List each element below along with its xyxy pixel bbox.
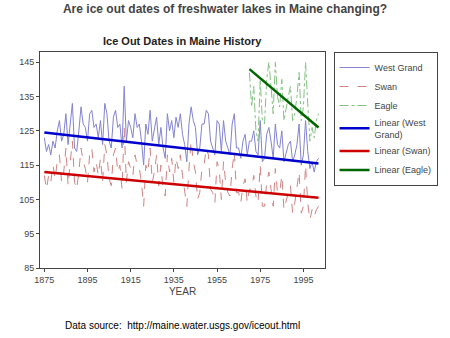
svg-text:145: 145 (19, 57, 34, 67)
svg-text:Are ice out dates of freshwate: Are ice out dates of freshwater lakes in… (63, 2, 387, 16)
svg-text:Linear (Swan): Linear (Swan) (375, 146, 431, 156)
svg-text:Linear (WestGrand): Linear (WestGrand) (375, 118, 426, 140)
svg-text:85: 85 (24, 263, 34, 273)
svg-text:YEAR: YEAR (169, 286, 196, 297)
svg-text:135: 135 (19, 92, 34, 102)
svg-text:1975: 1975 (250, 275, 270, 285)
svg-text:Linear (Eagle): Linear (Eagle) (375, 165, 432, 175)
svg-text:125: 125 (19, 126, 34, 136)
svg-text:Eagle: Eagle (375, 101, 398, 111)
svg-text:1915: 1915 (121, 275, 141, 285)
svg-text:1955: 1955 (207, 275, 227, 285)
svg-text:Data source: http://maine.wat: Data source: http://maine.water.usgs.gov… (65, 320, 300, 331)
svg-text:115: 115 (20, 160, 34, 170)
svg-text:1895: 1895 (77, 275, 97, 285)
svg-text:1875: 1875 (34, 275, 54, 285)
svg-text:Ice Out Dates in Maine History: Ice Out Dates in Maine History (103, 35, 262, 47)
svg-text:West Grand: West Grand (375, 63, 423, 73)
svg-text:95: 95 (24, 229, 34, 239)
svg-text:Swan: Swan (375, 82, 398, 92)
svg-text:1995: 1995 (293, 275, 313, 285)
svg-text:1935: 1935 (164, 275, 184, 285)
svg-text:105: 105 (19, 195, 34, 205)
